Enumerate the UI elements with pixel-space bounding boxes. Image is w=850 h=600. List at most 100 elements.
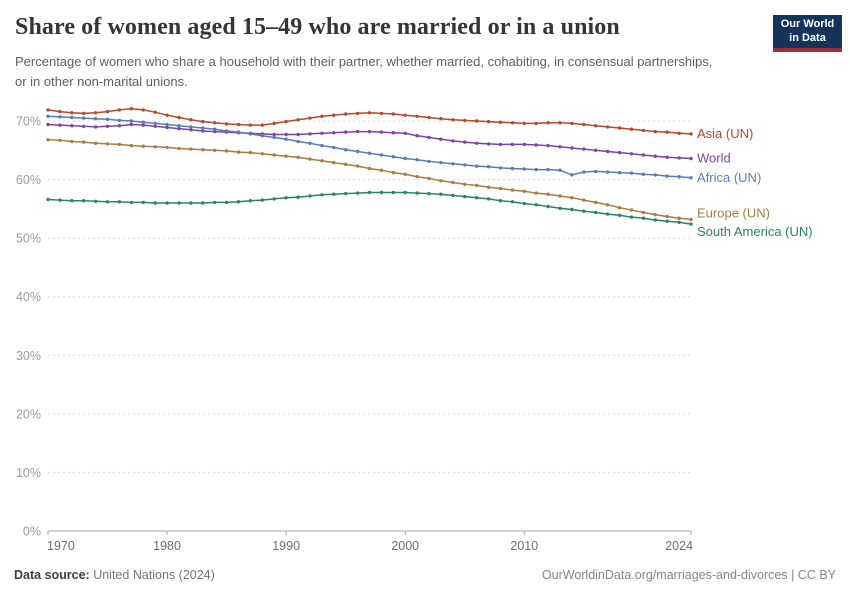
series-point-world — [141, 123, 145, 127]
series-point-south-america-un — [570, 207, 574, 212]
series-point-world — [284, 132, 288, 137]
series-point-africa-un — [284, 137, 288, 141]
series-line-south-america-un[interactable] — [47, 191, 692, 225]
x-tick-label: 1970 — [47, 539, 75, 553]
series-point-africa-un — [427, 159, 431, 164]
series-point-asia-un — [653, 129, 657, 134]
series-point-asia-un — [379, 111, 384, 116]
series-point-asia-un — [117, 108, 122, 112]
series-point-world — [105, 124, 110, 128]
series-point-asia-un — [320, 114, 324, 119]
series-point-south-america-un — [201, 201, 205, 205]
series-point-south-america-un — [308, 194, 312, 198]
series-point-south-america-un — [82, 199, 86, 203]
series-point-world — [391, 131, 395, 135]
series-point-asia-un — [224, 122, 229, 126]
series-point-europe-un — [70, 139, 74, 144]
series-point-world — [213, 129, 217, 134]
series-point-africa-un — [594, 169, 598, 174]
series-point-africa-un — [153, 121, 157, 126]
series-point-world — [498, 142, 503, 147]
series-point-world — [153, 124, 157, 128]
series-point-africa-un — [558, 168, 562, 172]
series-point-europe-un — [629, 208, 634, 212]
series-point-world — [653, 154, 657, 158]
series-point-asia-un — [689, 132, 693, 136]
series-point-africa-un — [486, 165, 491, 169]
owid-logo-line1: Our World — [780, 18, 835, 31]
series-point-asia-un — [332, 113, 336, 117]
series-point-africa-un — [475, 164, 479, 168]
series-point-world — [605, 149, 610, 154]
series-point-europe-un — [355, 164, 360, 168]
series-point-africa-un — [320, 143, 324, 148]
series-point-south-america-un — [141, 200, 145, 205]
series-point-south-america-un — [367, 190, 372, 195]
series-point-africa-un — [260, 134, 264, 138]
series-point-africa-un — [570, 173, 574, 177]
series-point-south-america-un — [498, 199, 503, 203]
series-point-asia-un — [367, 111, 372, 115]
series-point-world — [594, 148, 598, 152]
series-point-asia-un — [486, 119, 491, 124]
series-point-africa-un — [534, 167, 538, 172]
series-point-world — [82, 124, 86, 128]
chart-title: Share of women aged 15–49 who are marrie… — [15, 14, 620, 40]
series-point-world — [582, 147, 586, 151]
series-point-europe-un — [403, 172, 407, 176]
series-point-europe-un — [248, 150, 253, 155]
series-point-africa-un — [415, 158, 419, 162]
series-point-africa-un — [498, 166, 503, 170]
series-point-asia-un — [498, 120, 503, 124]
series-point-africa-un — [141, 120, 145, 124]
series-point-africa-un — [689, 176, 693, 180]
series-point-world — [355, 129, 360, 134]
series-point-asia-un — [129, 107, 134, 111]
series-point-world — [665, 155, 669, 159]
series-point-asia-un — [201, 119, 205, 124]
series-point-south-america-un — [213, 200, 217, 205]
series-point-south-america-un — [248, 199, 253, 203]
series-point-south-america-un — [605, 212, 610, 216]
series-point-asia-un — [70, 111, 74, 115]
series-point-africa-un — [213, 127, 217, 131]
series-label-south-america-un[interactable]: South America (UN) — [697, 224, 813, 239]
series-point-europe-un — [427, 176, 431, 181]
series-label-africa-un[interactable]: Africa (UN) — [697, 170, 761, 185]
series-point-world — [677, 156, 681, 160]
series-point-world — [296, 132, 300, 137]
series-point-south-america-un — [665, 219, 669, 223]
series-point-africa-un — [463, 163, 467, 167]
series-point-europe-un — [439, 179, 443, 183]
series-point-world — [379, 130, 384, 134]
series-point-europe-un — [284, 154, 288, 158]
series-point-africa-un — [248, 132, 253, 136]
series-point-asia-un — [570, 121, 574, 126]
series-point-europe-un — [677, 216, 681, 220]
series-label-asia-un[interactable]: Asia (UN) — [697, 126, 753, 141]
series-label-europe-un[interactable]: Europe (UN) — [697, 205, 770, 220]
series-point-africa-un — [177, 124, 181, 128]
series-point-africa-un — [546, 167, 550, 172]
series-point-south-america-un — [355, 191, 360, 195]
y-tick-label: 60% — [16, 173, 41, 187]
series-point-world — [641, 153, 646, 157]
series-point-south-america-un — [475, 196, 479, 200]
y-tick-label: 50% — [16, 232, 41, 246]
owid-logo[interactable]: Our World in Data — [773, 15, 842, 52]
series-point-africa-un — [510, 166, 515, 171]
series-point-south-america-un — [582, 209, 586, 213]
series-point-south-america-un — [451, 193, 455, 198]
series-point-africa-un — [677, 175, 681, 179]
series-point-south-america-un — [165, 201, 169, 205]
series-point-africa-un — [617, 170, 622, 175]
series-point-africa-un — [58, 115, 62, 119]
series-point-south-america-un — [272, 197, 276, 201]
series-point-south-america-un — [594, 210, 598, 215]
data-source-label: Data source: — [14, 568, 90, 582]
series-point-asia-un — [82, 111, 86, 116]
series-point-europe-un — [117, 142, 122, 147]
series-label-world[interactable]: World — [697, 150, 731, 165]
series-point-asia-un — [93, 111, 98, 115]
